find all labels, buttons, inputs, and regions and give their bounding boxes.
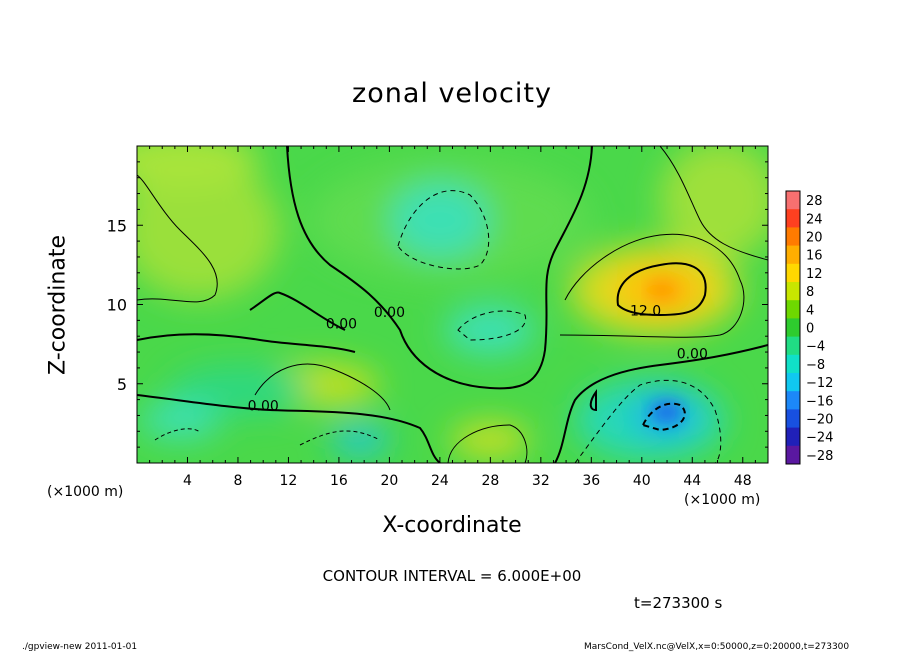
x-tick-label: 20 [380, 473, 398, 489]
colorbar-swatch [786, 245, 800, 265]
x-tick-label: 24 [431, 473, 449, 489]
colorbar-swatch [786, 336, 800, 356]
colorbar-label: 8 [806, 285, 814, 300]
colorbar-label: −16 [806, 394, 833, 409]
y-tick-label: 10 [107, 296, 127, 315]
zero-contour-main [286, 146, 593, 390]
x-unit-label-right: (×1000 m) [684, 492, 761, 508]
colorbar-swatch [786, 373, 800, 392]
x-tick-label: 48 [734, 473, 752, 489]
x-tick-label: 40 [633, 473, 651, 489]
x-tick-label: 8 [233, 473, 242, 489]
colorbar-swatch [786, 227, 800, 247]
heatmap-field: 0.00 0.00 0.00 0.00 12.0 [137, 146, 768, 463]
x-tick-label: 12 [280, 473, 298, 489]
colorbar-swatch [786, 300, 800, 319]
y-axis-label: Z-coordinate [45, 235, 71, 375]
x-unit-label-left: (×1000 m) [47, 484, 124, 500]
colorbar-label: 12 [806, 267, 823, 282]
colorbar-label: 24 [806, 212, 823, 227]
y-tick-label: 5 [117, 375, 127, 394]
contour-label: 0.00 [677, 346, 708, 362]
colorbar-swatch [786, 263, 800, 283]
colorbar-label: 4 [806, 303, 814, 318]
colorbar-swatch [786, 445, 800, 465]
twelve-contour [616, 262, 707, 317]
colorbar-swatch [786, 354, 800, 374]
x-tick-label: 16 [330, 473, 348, 489]
time-stamp: t=273300 s [634, 594, 723, 612]
x-axis: 4 8 12 16 20 24 28 32 36 40 44 48 [149, 146, 756, 489]
colorbar-label: 20 [806, 231, 823, 246]
colorbar-label: −4 [806, 340, 825, 355]
x-tick-label: 44 [683, 473, 701, 489]
colorbar-swatch [786, 391, 800, 410]
contour-lines [137, 146, 768, 463]
y-axis: 5 10 15 [107, 161, 768, 448]
colorbar-label: −8 [806, 358, 825, 373]
y-tick-label: 15 [107, 216, 127, 235]
colorbar-label: 0 [806, 322, 814, 337]
colorbar-swatch [786, 209, 800, 228]
footer-data-source: MarsCond_VelX.nc@VelX,x=0:50000,z=0:2000… [584, 642, 850, 652]
colorbar-label: −20 [806, 413, 833, 428]
colorbar: 28 24 20 16 12 8 4 0 −4 −8 −12 −16 −20 −24 −28 [785, 190, 833, 465]
contour-interval: CONTOUR INTERVAL = 6.000E+00 [322, 567, 582, 585]
contour-label: 0.00 [374, 305, 405, 321]
contour-labels: 0.00 0.00 0.00 0.00 12.0 [248, 304, 708, 415]
x-axis-label: X-coordinate [382, 513, 522, 538]
contour-label: 0.00 [326, 316, 357, 332]
colorbar-label: −12 [806, 376, 833, 391]
x-tick-label: 36 [582, 473, 600, 489]
colorbar-label: −28 [806, 449, 833, 464]
colorbar-swatch [786, 427, 800, 447]
contour-label: 12.0 [630, 304, 661, 320]
colorbar-label: 28 [806, 194, 823, 209]
x-tick-label: 32 [532, 473, 550, 489]
contour-label: 0.00 [248, 399, 279, 415]
colorbar-swatch [786, 191, 800, 210]
colorbar-swatch [786, 409, 800, 429]
colorbar-swatch [786, 282, 800, 301]
colorbar-label: 16 [806, 249, 823, 264]
x-tick-label: 28 [481, 473, 499, 489]
chart-title: zonal velocity [352, 78, 552, 109]
x-tick-label: 4 [183, 473, 192, 489]
colorbar-label: −24 [806, 431, 833, 446]
colorbar-frame [785, 190, 801, 465]
colorbar-swatch [786, 318, 800, 338]
footer-program-date: ./gpview-new 2011-01-01 [22, 642, 138, 652]
